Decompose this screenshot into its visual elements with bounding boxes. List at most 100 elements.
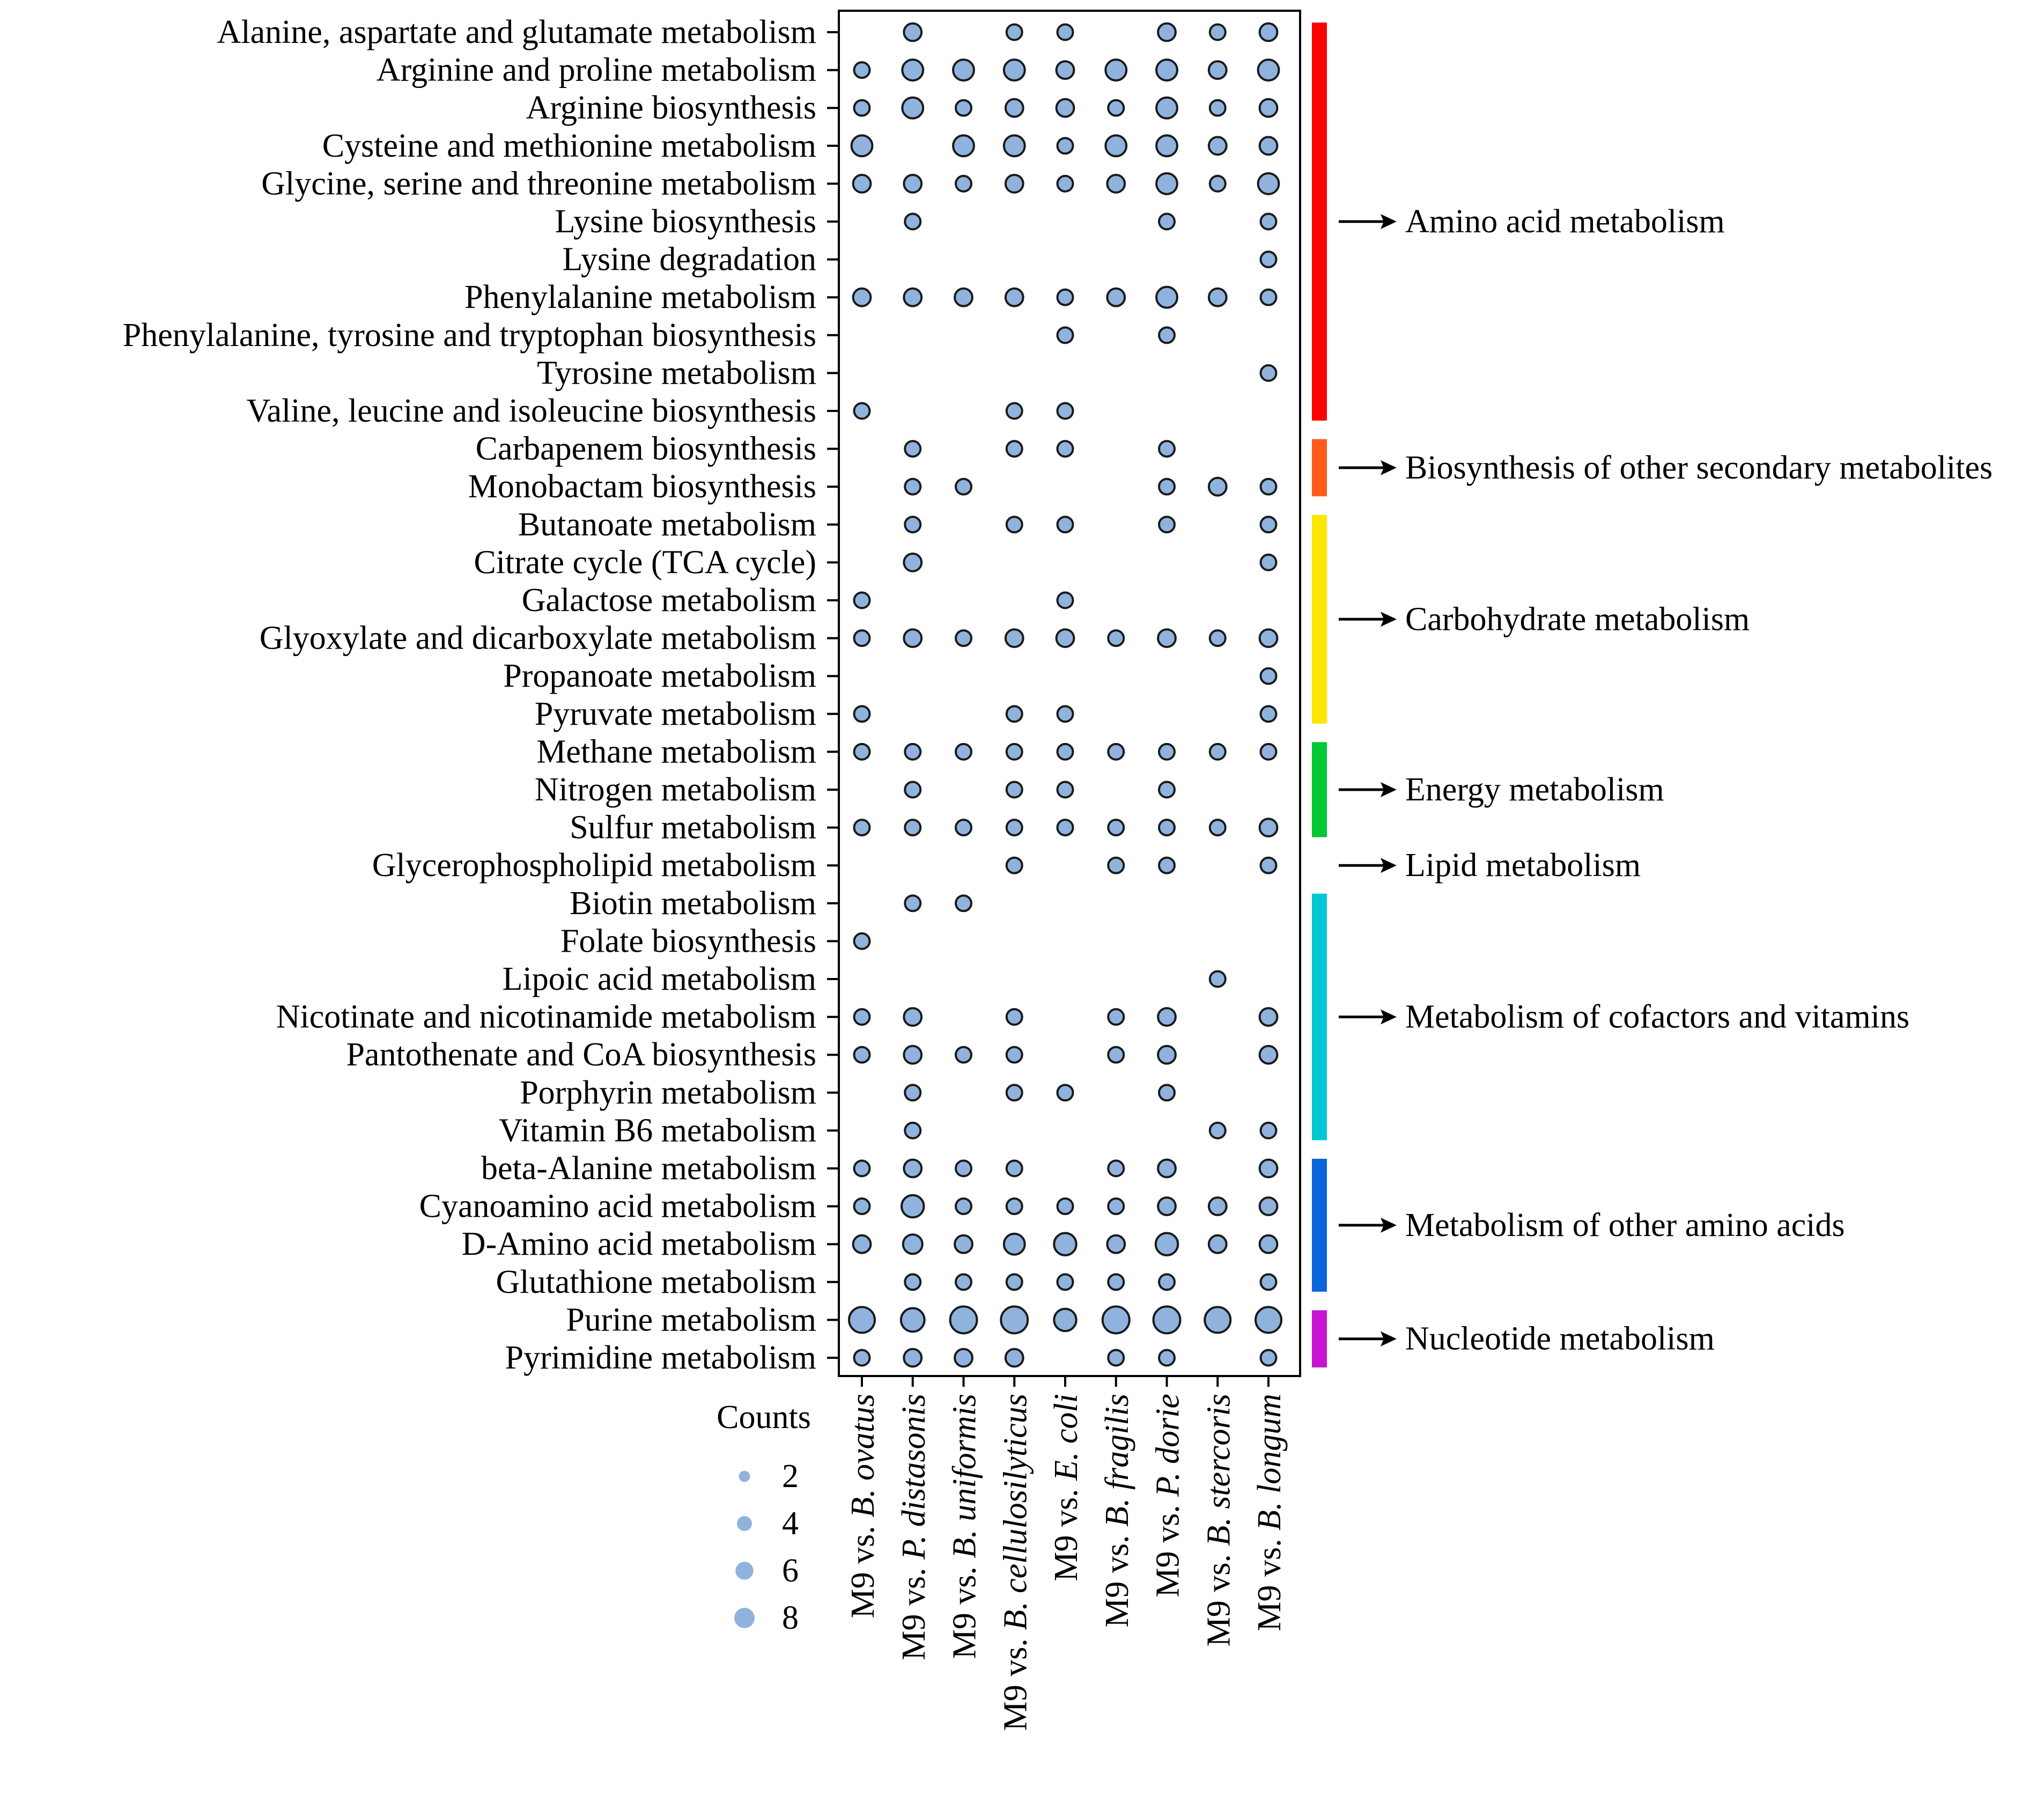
bubble	[903, 1044, 923, 1065]
bubble	[1005, 1197, 1023, 1216]
bubble	[1056, 288, 1074, 306]
bubbles	[848, 22, 1282, 1368]
legend-title: Counts	[717, 1399, 811, 1436]
comparison-labels: M9 vs. B. ovatus M9 vs. P. distasonis M9 v…	[845, 1394, 1288, 1731]
bubble	[955, 1273, 972, 1291]
bubble	[902, 1233, 924, 1255]
comparison-label: M9 vs. P. dorie	[1150, 1394, 1186, 1598]
bubble	[1258, 628, 1279, 648]
category-bar	[1312, 742, 1327, 837]
bubble	[1158, 742, 1176, 761]
bubble	[853, 402, 871, 420]
bubble	[1004, 98, 1024, 118]
bubble	[1208, 742, 1227, 761]
bubble	[1056, 1084, 1074, 1102]
bubble	[903, 1158, 923, 1179]
y-ticks	[827, 31, 839, 1359]
bubble	[1259, 364, 1278, 382]
bubble	[1158, 1273, 1176, 1291]
bubble	[1056, 742, 1074, 761]
category-annotations: Amino acid metabolism Biosynthesis of oth…	[1312, 23, 1993, 1367]
bubble	[1107, 1273, 1125, 1291]
bubble	[1258, 1007, 1279, 1027]
bubble	[1107, 856, 1125, 874]
bubble	[1107, 629, 1125, 648]
bubble	[1158, 326, 1176, 344]
pathway-label: D-Amino acid metabolism	[462, 1226, 816, 1262]
comparison-label: M9 vs. B. uniformis	[947, 1394, 983, 1659]
bubble	[1158, 440, 1176, 458]
pathway-label: Nicotinate and nicotinamide metabolism	[276, 999, 816, 1035]
bubble	[1107, 1159, 1125, 1178]
pathway-label: Citrate cycle (TCA cycle)	[474, 544, 816, 580]
bubble	[955, 1197, 972, 1216]
bubble	[1259, 477, 1278, 496]
bubble	[1157, 22, 1177, 42]
comparison-label: M9 vs. P. distasonis	[896, 1394, 932, 1660]
bubble	[1204, 1306, 1232, 1334]
bubble	[901, 96, 925, 120]
bubble	[853, 705, 871, 723]
bubble	[853, 591, 871, 609]
pathway-label: Sulfur metabolism	[570, 810, 816, 846]
bubble	[1056, 137, 1074, 155]
bubble	[1207, 476, 1228, 497]
comparison-label: M9 vs. B. longum	[1251, 1394, 1288, 1631]
bubble	[903, 174, 923, 194]
bubble	[1107, 819, 1125, 837]
bubble	[1152, 1305, 1182, 1335]
bubble	[1104, 58, 1128, 82]
bubble	[1056, 781, 1074, 799]
bubble	[1002, 134, 1026, 158]
legend-bubble	[739, 1470, 750, 1482]
bubble	[901, 58, 925, 82]
pathway-label: beta-Alanine metabolism	[481, 1150, 816, 1187]
pathway-label: Glyoxylate and dicarboxylate metabolism	[260, 620, 816, 657]
bubble	[1259, 667, 1278, 685]
pathway-label: Arginine biosynthesis	[526, 90, 816, 126]
bubble	[955, 174, 972, 193]
arrow-head	[1381, 858, 1397, 873]
bubble	[903, 1007, 923, 1027]
bubble	[1258, 22, 1279, 42]
legend-bubble	[735, 1562, 754, 1580]
x-ticks	[861, 1376, 1270, 1387]
bubble	[1056, 1197, 1074, 1216]
bubble	[952, 58, 975, 82]
bubble	[1104, 134, 1128, 158]
bubble	[952, 134, 975, 158]
bubble	[903, 1348, 923, 1368]
bubble	[853, 932, 871, 950]
bubble	[1208, 1121, 1227, 1139]
category-label: Metabolism of cofactors and vitamins	[1405, 999, 1909, 1035]
bubble	[1053, 1307, 1078, 1333]
pathway-label: Phenylalanine metabolism	[464, 279, 816, 315]
bubble	[904, 1084, 922, 1102]
category-bar	[1312, 893, 1327, 1141]
bubble	[1004, 628, 1024, 648]
bubble	[1257, 172, 1280, 195]
bubble	[903, 553, 923, 572]
bubble	[1157, 1158, 1177, 1179]
bubble	[1107, 742, 1125, 761]
legend-bubble	[737, 1516, 752, 1531]
category-bar	[1312, 1310, 1327, 1367]
bubble	[853, 1349, 871, 1367]
bubble	[955, 477, 972, 496]
comparison-label: M9 vs. B. stercoris	[1200, 1394, 1237, 1646]
bubble	[1106, 1234, 1126, 1254]
bubble	[1158, 477, 1176, 496]
bubble	[1259, 251, 1278, 269]
pathway-label: Valine, leucine and isoleucine biosynthe…	[247, 393, 816, 429]
pathway-labels: Alanine, aspartate and glutamate metabol…	[123, 14, 816, 1376]
bubble	[1207, 287, 1228, 307]
bubble	[1005, 440, 1023, 458]
bubble	[1055, 98, 1075, 118]
bubble	[1005, 402, 1023, 420]
bubble	[949, 1305, 978, 1335]
category-bar	[1312, 23, 1327, 421]
pathway-label: Monobactam biosynthesis	[468, 468, 816, 505]
pathway-label: Butanoate metabolism	[518, 506, 816, 543]
bubble	[1157, 628, 1177, 648]
